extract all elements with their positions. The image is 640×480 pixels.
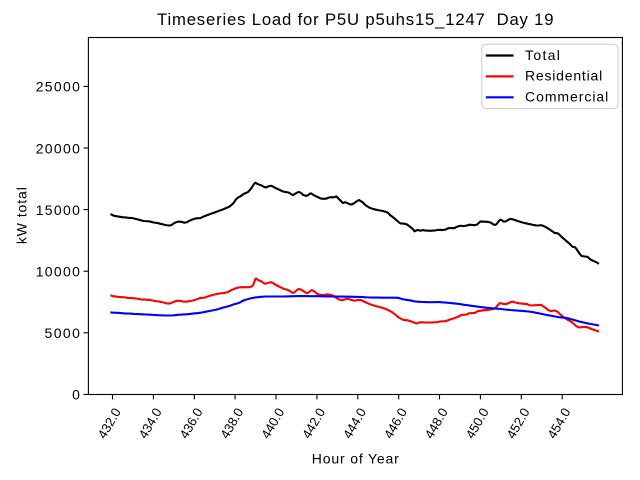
svg-text:20000: 20000	[36, 140, 80, 156]
svg-text:5000: 5000	[45, 325, 81, 341]
svg-text:Residential: Residential	[525, 68, 602, 84]
svg-text:Timeseries Load for P5U p5uhs1: Timeseries Load for P5U p5uhs15_1247 Day…	[157, 10, 554, 29]
svg-text:10000: 10000	[36, 264, 80, 280]
svg-text:15000: 15000	[36, 202, 80, 218]
svg-text:0: 0	[72, 387, 80, 403]
svg-text:Total: Total	[525, 47, 560, 63]
svg-text:25000: 25000	[36, 79, 80, 95]
svg-text:Commercial: Commercial	[525, 89, 608, 105]
svg-text:kW total: kW total	[13, 187, 29, 244]
svg-text:Hour of Year: Hour of Year	[312, 450, 399, 466]
